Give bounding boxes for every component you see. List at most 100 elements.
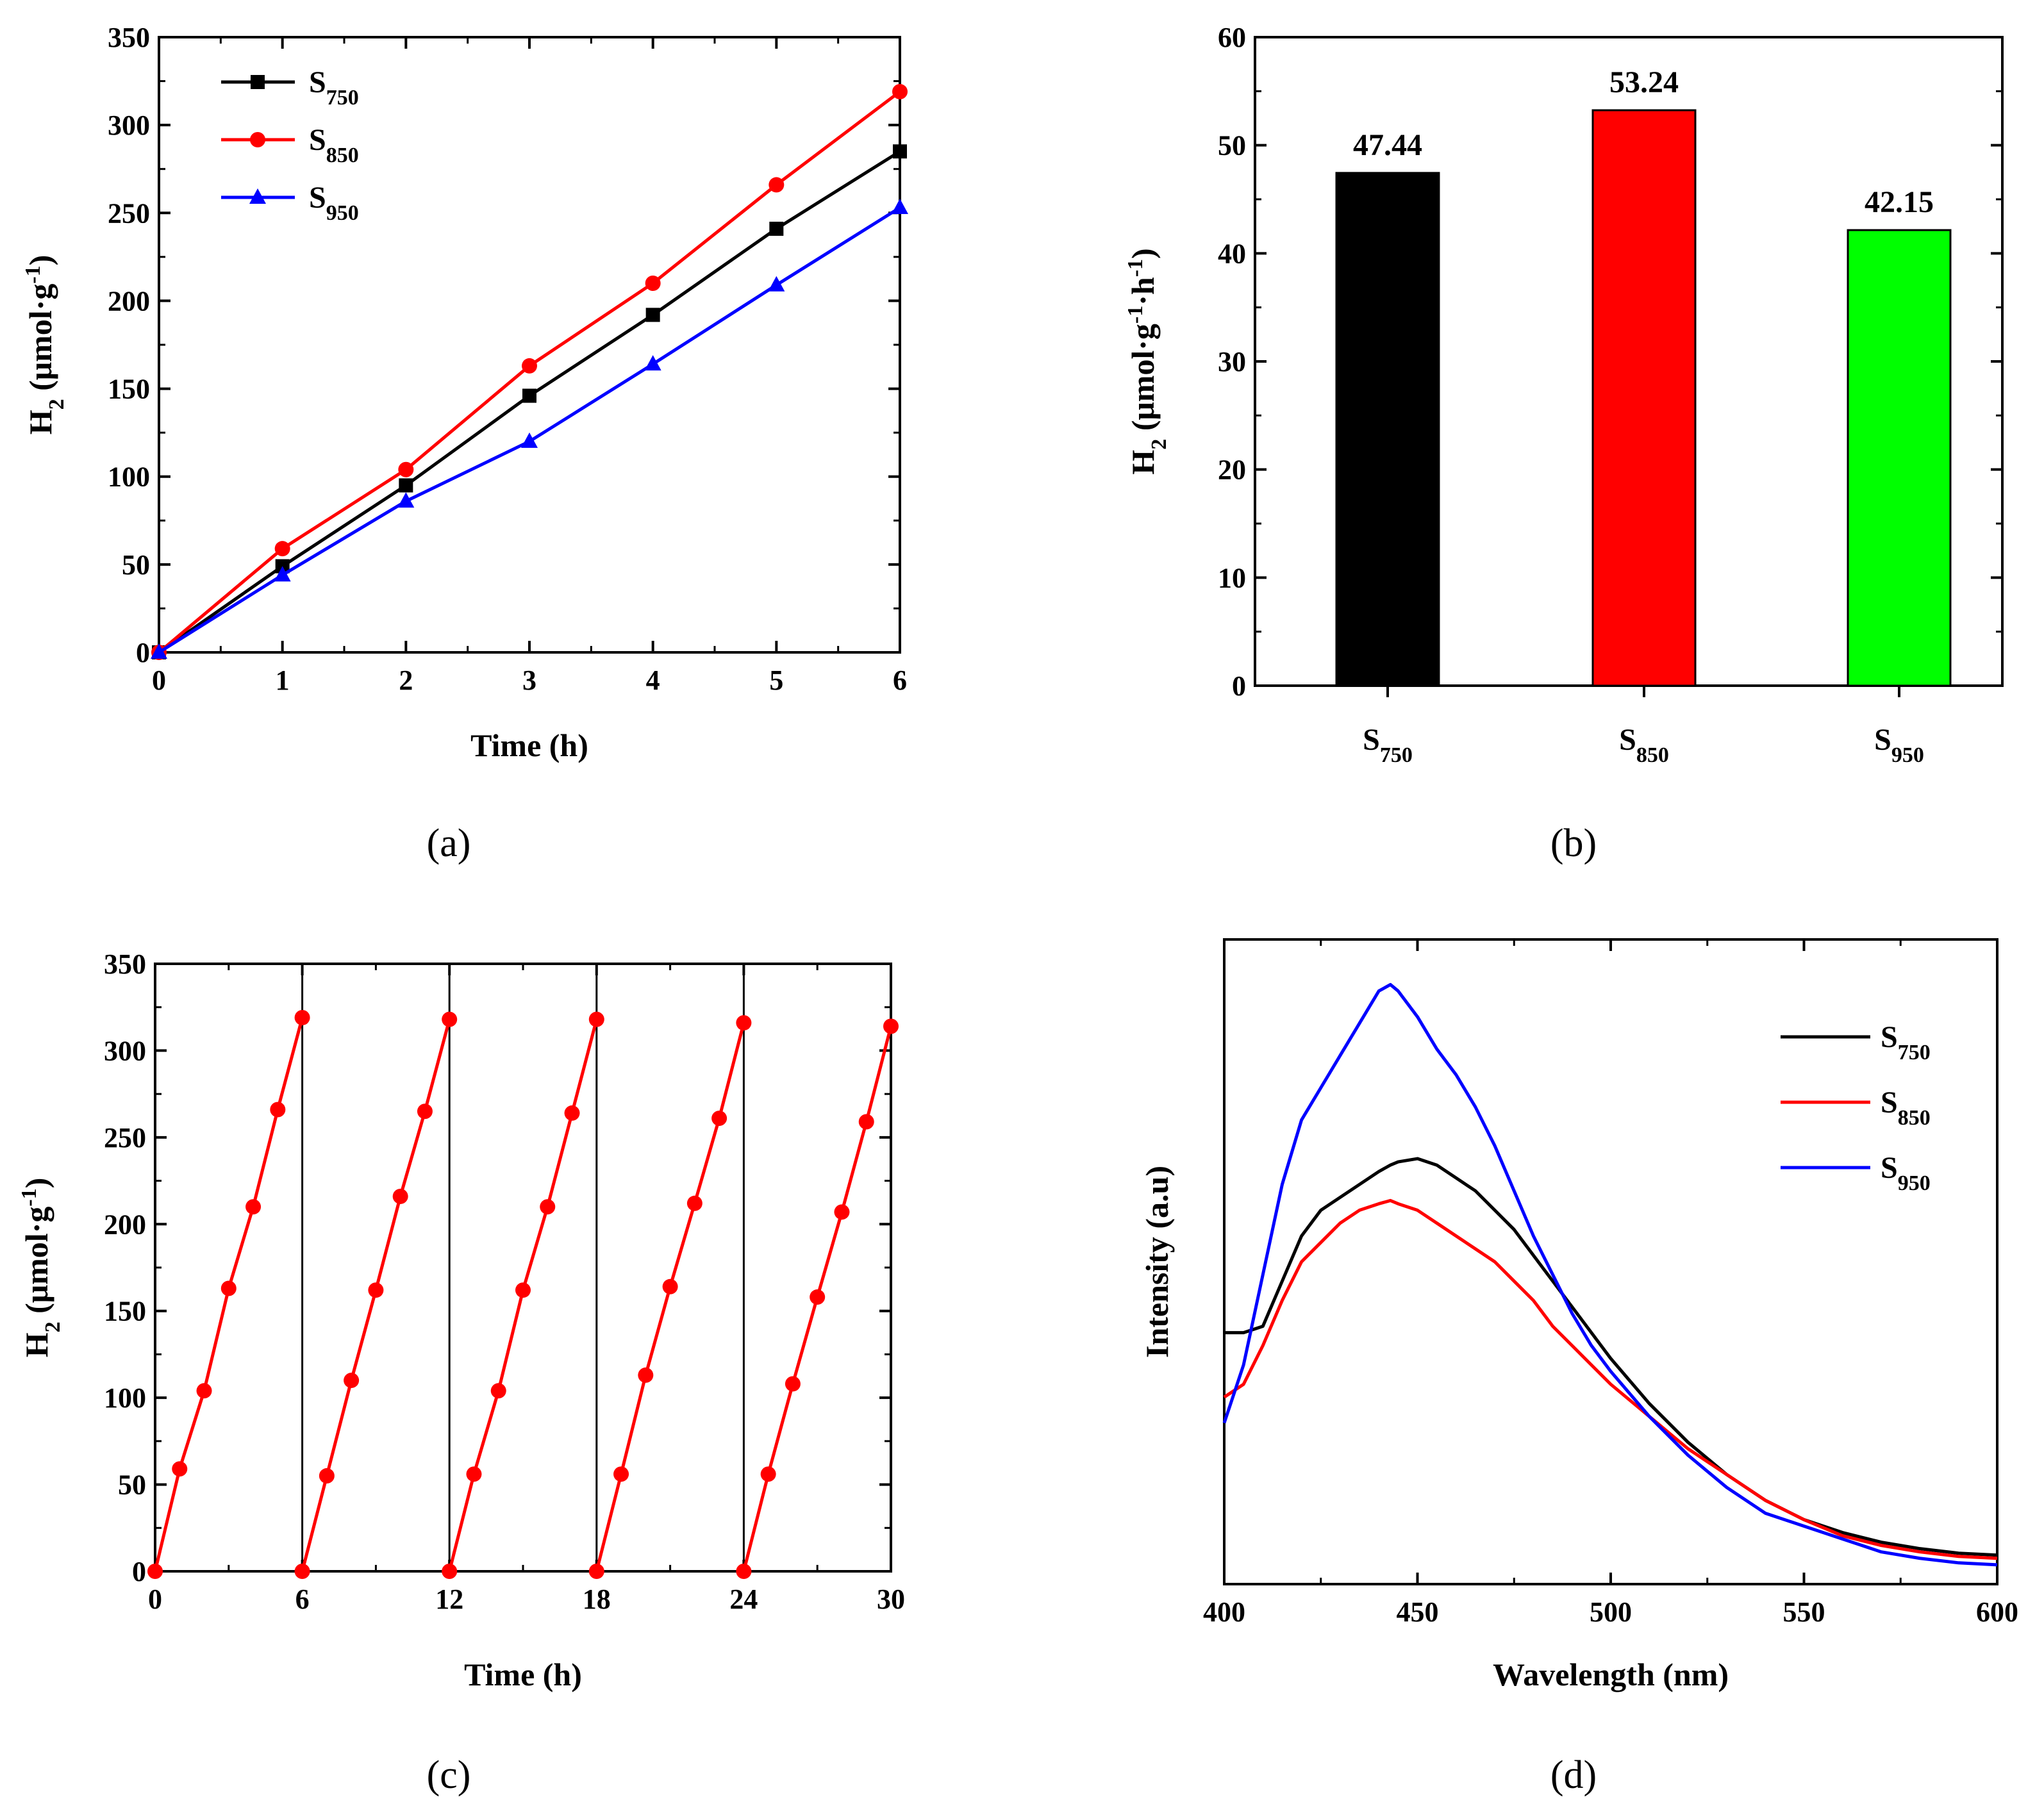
c-y-tick-label: 50 bbox=[118, 1469, 146, 1501]
d-x-tick-label: 550 bbox=[1783, 1596, 1825, 1628]
b-x-tick-label-S750: S750 bbox=[1363, 723, 1413, 767]
b-y-tick-label: 10 bbox=[1218, 562, 1246, 593]
a-point-S950 bbox=[644, 355, 661, 371]
a-y-tick-label: 0 bbox=[136, 637, 150, 668]
c-point-cycle-1 bbox=[172, 1461, 188, 1477]
a-point-S850 bbox=[274, 541, 290, 557]
a-series-line-S950 bbox=[158, 206, 901, 654]
c-x-tick-label: 12 bbox=[435, 1583, 463, 1615]
a-legend-label-S850: S850 bbox=[309, 123, 359, 167]
b-x-tick-label-S850: S850 bbox=[1619, 723, 1669, 767]
c-point-cycle-1 bbox=[147, 1564, 163, 1579]
a-y-tick-label: 350 bbox=[108, 22, 150, 53]
b-bar-S950 bbox=[1847, 229, 1952, 687]
c-caption: (c) bbox=[427, 1753, 471, 1797]
c-point-cycle-3 bbox=[588, 1011, 604, 1027]
c-point-cycle-3 bbox=[490, 1383, 506, 1399]
c-point-cycle-2 bbox=[368, 1282, 384, 1298]
c-y-tick-label: 300 bbox=[104, 1035, 146, 1066]
a-point-S750 bbox=[399, 478, 413, 493]
c-x-tick-label: 18 bbox=[583, 1583, 611, 1615]
c-x-tick-label: 24 bbox=[729, 1583, 758, 1615]
c-point-cycle-3 bbox=[564, 1105, 580, 1121]
a-point-S950 bbox=[151, 643, 167, 659]
c-point-cycle-5 bbox=[858, 1114, 874, 1130]
c-point-cycle-3 bbox=[515, 1282, 531, 1298]
d-series-line-S750 bbox=[1224, 1157, 1998, 1557]
c-point-cycle-1 bbox=[294, 1009, 310, 1025]
c-point-cycle-5 bbox=[760, 1466, 776, 1482]
d-x-tick-label: 450 bbox=[1397, 1596, 1439, 1628]
d-legend-label-S850: S850 bbox=[1881, 1086, 1931, 1130]
c-y-tick-label: 150 bbox=[104, 1296, 146, 1327]
panel-d-pl-spectra-chart: 400 450 500 550 600 S750 S850 S950 Wavelength (n… bbox=[1139, 938, 2018, 1797]
c-point-cycle-4 bbox=[662, 1278, 678, 1294]
c-point-cycle-4 bbox=[711, 1111, 727, 1127]
a-y-tick-label: 250 bbox=[108, 197, 150, 229]
c-point-cycle-2 bbox=[344, 1373, 360, 1389]
a-point-S750 bbox=[893, 144, 907, 159]
a-y-axis-label: H2 (μmol·g-1) bbox=[21, 255, 69, 435]
c-point-cycle-4 bbox=[686, 1195, 702, 1211]
c-point-cycle-2 bbox=[417, 1104, 433, 1120]
c-point-cycle-4 bbox=[736, 1015, 752, 1031]
b-y-tick-label: 40 bbox=[1218, 238, 1246, 269]
c-point-cycle-4 bbox=[613, 1466, 629, 1482]
a-point-S850 bbox=[769, 177, 785, 193]
a-point-S950 bbox=[768, 276, 785, 292]
a-legend-label-S750: S750 bbox=[309, 65, 359, 110]
a-y-tick-label: 300 bbox=[108, 110, 150, 141]
c-point-cycle-1 bbox=[270, 1102, 286, 1118]
a-point-S950 bbox=[521, 432, 538, 448]
a-legend-marker-S950 bbox=[249, 188, 266, 204]
b-caption: (b) bbox=[1550, 822, 1597, 865]
a-point-S850 bbox=[892, 84, 908, 100]
c-point-cycle-3 bbox=[442, 1564, 458, 1579]
b-bar-S850 bbox=[1591, 109, 1697, 687]
c-point-cycle-2 bbox=[442, 1011, 458, 1027]
b-bar-value-label-S950: 42.15 bbox=[1865, 185, 1934, 219]
panel-a-line-chart: 0 50 100 150 200 250 300 350 0 1 2 3 4 5 6 S750 S850 S950… bbox=[21, 22, 908, 865]
c-point-cycle-2 bbox=[392, 1188, 408, 1204]
c-point-cycle-3 bbox=[466, 1466, 482, 1482]
c-y-tick-label: 100 bbox=[104, 1382, 146, 1414]
d-series-line-S950 bbox=[1222, 982, 1998, 1567]
c-series-line-cycle-4 bbox=[595, 1022, 745, 1572]
b-y-tick-label: 60 bbox=[1218, 22, 1246, 53]
a-point-S750 bbox=[645, 308, 660, 322]
b-y-tick-label: 20 bbox=[1218, 454, 1246, 486]
a-point-S950 bbox=[397, 492, 415, 508]
d-x-axis-label: Wavelength (nm) bbox=[1493, 1657, 1729, 1692]
b-bar-value-label-S850: 53.24 bbox=[1609, 65, 1679, 99]
b-y-tick-label: 50 bbox=[1218, 130, 1246, 161]
c-y-tick-label: 350 bbox=[104, 948, 146, 980]
d-legend-label-S950: S950 bbox=[1881, 1151, 1931, 1195]
a-point-S750 bbox=[522, 388, 536, 403]
d-x-tick-label: 600 bbox=[1976, 1596, 2018, 1628]
a-legend-label-S950: S950 bbox=[309, 181, 359, 225]
b-x-tick-label-S950: S950 bbox=[1874, 723, 1924, 767]
c-point-cycle-5 bbox=[810, 1289, 826, 1305]
a-x-tick-label: 1 bbox=[276, 665, 290, 696]
b-y-axis-label: H2 (μmol·g-1·h-1) bbox=[1124, 248, 1171, 474]
a-y-tick-label: 200 bbox=[108, 285, 150, 317]
c-point-cycle-5 bbox=[785, 1376, 801, 1392]
c-point-cycle-1 bbox=[220, 1280, 237, 1296]
a-legend-marker-S850 bbox=[250, 132, 265, 147]
c-y-tick-label: 250 bbox=[104, 1122, 146, 1153]
c-point-cycle-1 bbox=[245, 1199, 262, 1215]
c-point-cycle-5 bbox=[834, 1204, 850, 1220]
a-x-tick-label: 2 bbox=[399, 665, 413, 696]
c-y-tick-label: 200 bbox=[104, 1209, 146, 1240]
c-point-cycle-3 bbox=[540, 1199, 556, 1215]
panel-b-bar-chart: 0 10 20 30 40 50 60 47.44 S750 53.24 S850 42.15 S950… bbox=[1124, 22, 2004, 865]
c-point-cycle-1 bbox=[196, 1383, 212, 1399]
a-point-S850 bbox=[398, 461, 414, 477]
d-x-tick-label: 500 bbox=[1590, 1596, 1632, 1628]
a-x-tick-label: 6 bbox=[893, 665, 907, 696]
b-y-tick-label: 30 bbox=[1218, 346, 1246, 377]
a-point-S750 bbox=[769, 221, 784, 236]
b-bar-value-label-S750: 47.44 bbox=[1353, 128, 1422, 162]
d-caption: (d) bbox=[1550, 1753, 1597, 1797]
